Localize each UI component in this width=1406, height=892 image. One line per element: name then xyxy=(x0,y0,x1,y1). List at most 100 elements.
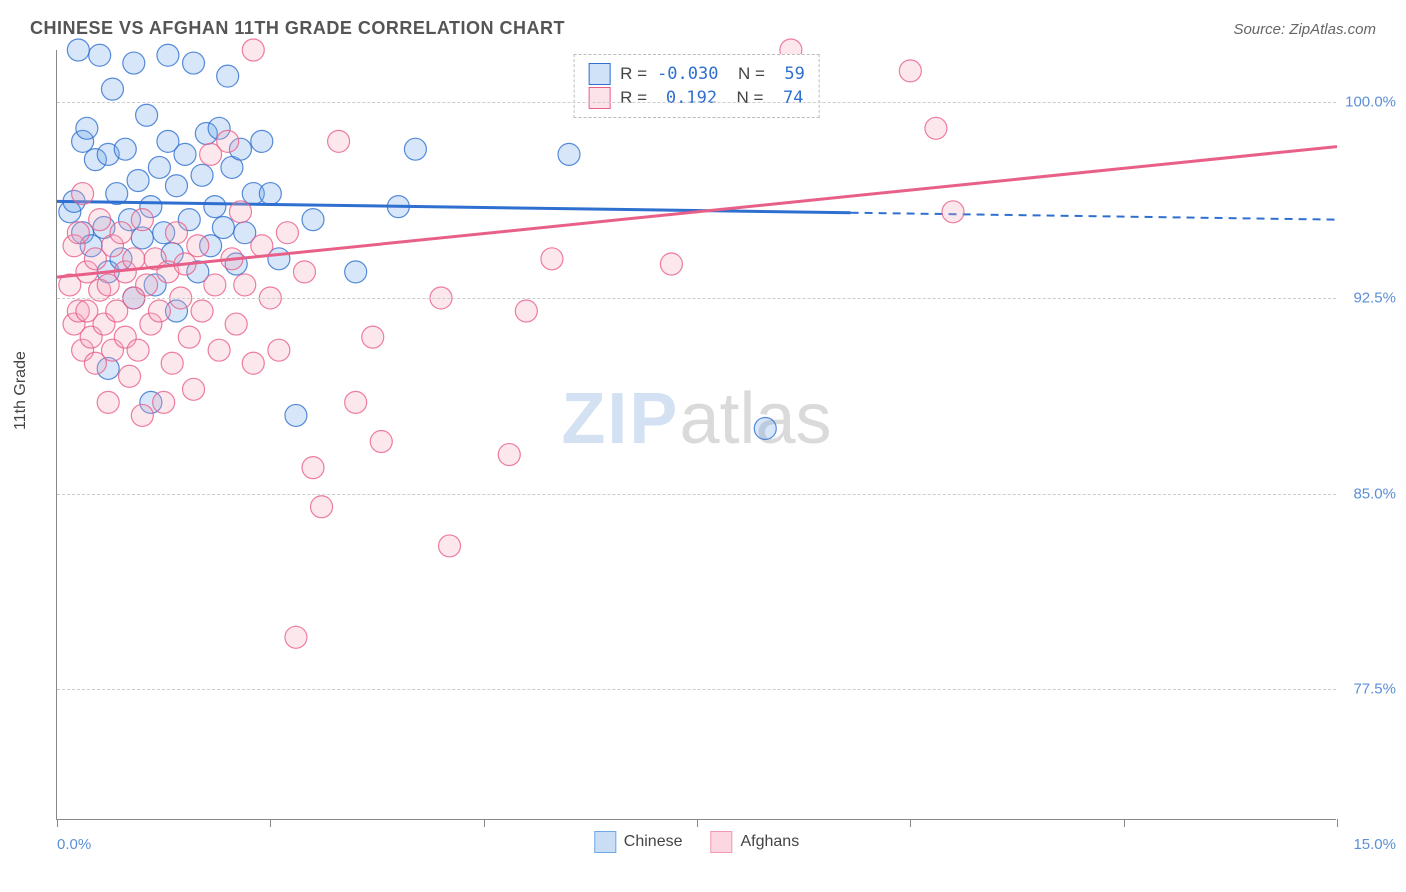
data-point xyxy=(157,44,179,66)
data-point xyxy=(285,626,307,648)
data-point xyxy=(404,138,426,160)
data-point xyxy=(251,130,273,152)
legend-swatch xyxy=(588,87,610,109)
data-point xyxy=(439,535,461,557)
legend-n-label: N = xyxy=(728,64,764,84)
data-point xyxy=(191,300,213,322)
x-tick xyxy=(910,819,911,827)
data-point xyxy=(204,274,226,296)
y-tick-label: 92.5% xyxy=(1341,289,1396,306)
y-tick-label: 77.5% xyxy=(1341,681,1396,698)
data-point xyxy=(148,156,170,178)
correlation-legend: R = -0.030 N = 59 R = 0.192 N = 74 xyxy=(573,54,820,118)
data-point xyxy=(161,352,183,374)
data-point xyxy=(276,222,298,244)
data-point xyxy=(67,39,89,61)
legend-item: Chinese xyxy=(594,831,683,853)
data-point xyxy=(67,222,89,244)
data-point xyxy=(345,261,367,283)
data-point xyxy=(178,326,200,348)
legend-label: Chinese xyxy=(624,833,683,851)
data-point xyxy=(123,52,145,74)
data-point xyxy=(183,52,205,74)
data-point xyxy=(541,248,563,270)
data-point xyxy=(302,209,324,231)
data-point xyxy=(131,209,153,231)
legend-row: R = 0.192 N = 74 xyxy=(588,87,805,109)
data-point xyxy=(127,170,149,192)
x-tick xyxy=(1337,819,1338,827)
legend-n-value: 74 xyxy=(773,88,803,108)
chart-svg xyxy=(57,50,1336,819)
data-point xyxy=(242,39,264,61)
data-point xyxy=(127,339,149,361)
data-point xyxy=(136,274,158,296)
data-point xyxy=(217,130,239,152)
data-point xyxy=(229,201,251,223)
data-point xyxy=(328,130,350,152)
legend-swatch xyxy=(588,63,610,85)
data-point xyxy=(187,235,209,257)
data-point xyxy=(311,496,333,518)
data-point xyxy=(165,222,187,244)
data-point xyxy=(234,274,256,296)
data-point xyxy=(165,175,187,197)
y-axis-label: 11th Grade xyxy=(12,351,30,430)
x-tick xyxy=(484,819,485,827)
gridline-h xyxy=(57,102,1336,103)
data-point xyxy=(515,300,537,322)
legend-r-value: 0.192 xyxy=(657,88,717,108)
y-tick-label: 100.0% xyxy=(1341,94,1396,111)
data-point xyxy=(208,339,230,361)
data-point xyxy=(225,313,247,335)
plot-area: ZIPatlas R =-0.030 N =59R =0.192 N =74 C… xyxy=(56,50,1336,820)
data-point xyxy=(76,117,98,139)
legend-r-label: R = xyxy=(620,88,647,108)
series-legend: Chinese Afghans xyxy=(594,831,799,853)
gridline-h xyxy=(57,298,1336,299)
data-point xyxy=(660,253,682,275)
legend-r-label: R = xyxy=(620,64,647,84)
legend-label: Afghans xyxy=(740,833,799,851)
data-point xyxy=(925,117,947,139)
data-point xyxy=(754,417,776,439)
data-point xyxy=(153,391,175,413)
data-point xyxy=(242,352,264,374)
legend-r-value: -0.030 xyxy=(657,64,718,84)
data-point xyxy=(362,326,384,348)
data-point xyxy=(110,222,132,244)
data-point xyxy=(114,138,136,160)
data-point xyxy=(72,183,94,205)
data-point xyxy=(558,143,580,165)
x-axis-min-label: 0.0% xyxy=(57,836,91,853)
data-point xyxy=(259,183,281,205)
data-point xyxy=(899,60,921,82)
gridline-h xyxy=(57,689,1336,690)
x-tick xyxy=(1124,819,1125,827)
data-point xyxy=(89,209,111,231)
data-point xyxy=(191,164,213,186)
gridline-h xyxy=(57,494,1336,495)
legend-swatch xyxy=(594,831,616,853)
x-axis-max-label: 15.0% xyxy=(1353,836,1396,853)
legend-item: Afghans xyxy=(710,831,799,853)
legend-n-value: 59 xyxy=(775,64,805,84)
data-point xyxy=(183,378,205,400)
data-point xyxy=(293,261,315,283)
data-point xyxy=(123,248,145,270)
x-tick xyxy=(697,819,698,827)
x-tick xyxy=(57,819,58,827)
data-point xyxy=(302,457,324,479)
data-point xyxy=(119,365,141,387)
y-tick-label: 85.0% xyxy=(1341,485,1396,502)
legend-row: R = -0.030 N = 59 xyxy=(588,63,805,85)
data-point xyxy=(345,391,367,413)
data-point xyxy=(204,196,226,218)
data-point xyxy=(212,216,234,238)
x-tick xyxy=(270,819,271,827)
data-point xyxy=(97,391,119,413)
data-point xyxy=(498,444,520,466)
legend-n-label: N = xyxy=(727,88,763,108)
data-point xyxy=(251,235,273,257)
data-point xyxy=(131,404,153,426)
